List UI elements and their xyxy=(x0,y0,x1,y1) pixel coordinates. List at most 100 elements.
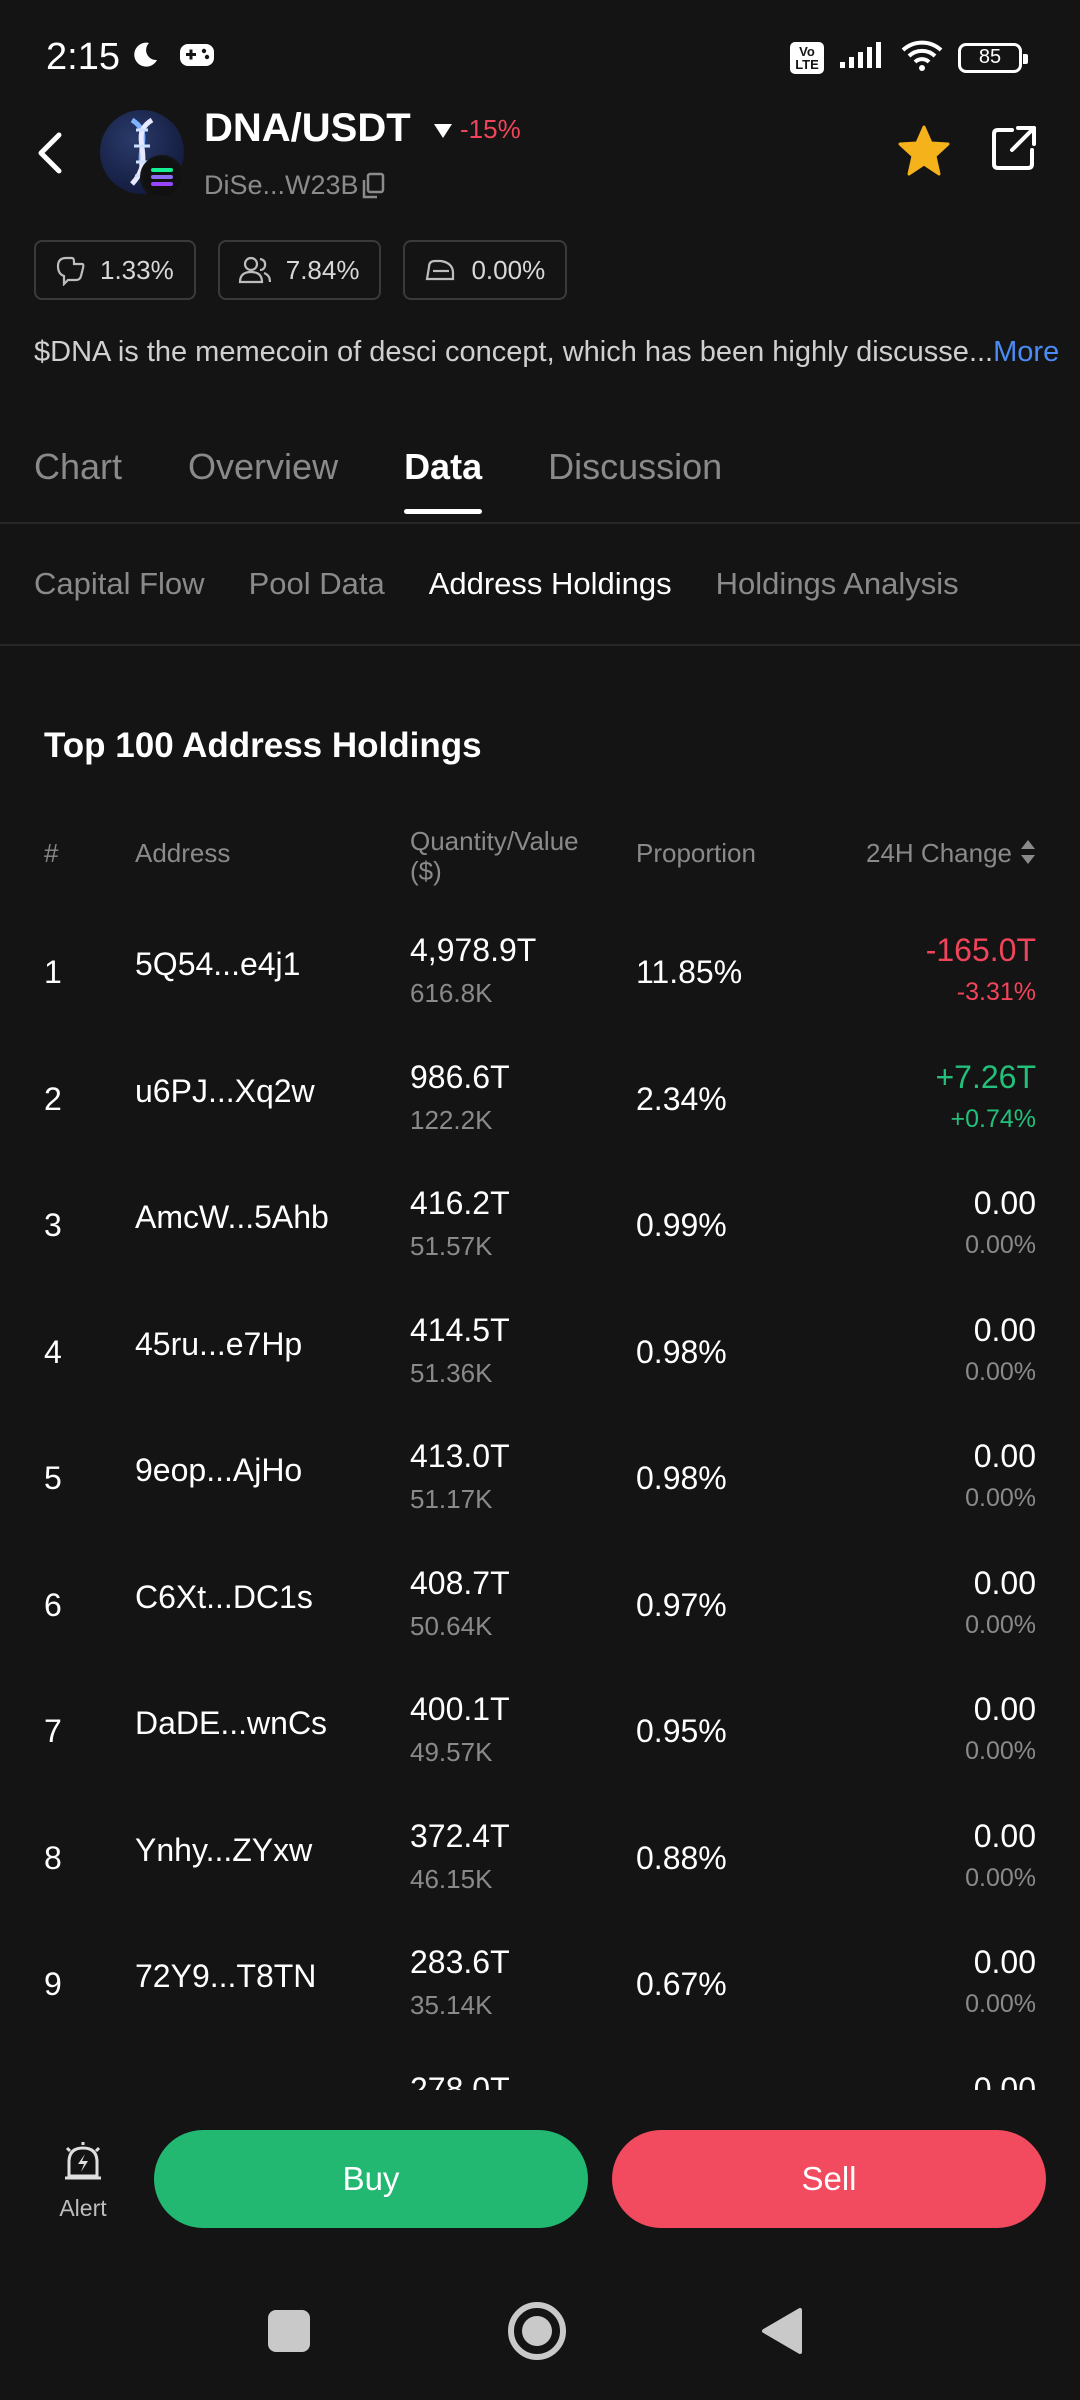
tab-chart[interactable]: Chart xyxy=(34,446,123,487)
row-change-pct: 0.00% xyxy=(965,1737,1036,1765)
row-proportion: 0.97% xyxy=(636,1586,727,1623)
subtab-capital-flow[interactable]: Capital Flow xyxy=(34,566,205,601)
row-value: 51.17K xyxy=(410,1484,493,1514)
row-quantity: 372.4T xyxy=(410,1817,510,1854)
stat-chips: 1.33% 7.84% 0.00% xyxy=(34,240,568,300)
subtab-holdings-analysis[interactable]: Holdings Analysis xyxy=(715,566,959,601)
chip-cap[interactable]: 0.00% xyxy=(403,240,568,300)
row-address: AmcW...5Ahb xyxy=(135,1199,329,1235)
row-quantity: 413.0T xyxy=(410,1438,510,1474)
wifi-icon xyxy=(900,38,944,77)
row-change: 0.00 xyxy=(973,1438,1036,1474)
alert-button[interactable]: Alert xyxy=(40,2140,126,2222)
gamepad-icon xyxy=(178,40,216,75)
table-row[interactable]: 7 DaDE...wnCs 400.1T 49.57K 0.95% 0.00 0.00% xyxy=(0,1665,1080,1791)
subtab-address-holdings[interactable]: Address Holdings xyxy=(428,566,672,601)
status-time: 2:15 xyxy=(46,36,120,78)
table-row[interactable]: 5 9eop...AjHo 413.0T 51.17K 0.98% 0.00 0.00% xyxy=(0,1412,1080,1538)
row-proportion: 2.34% xyxy=(636,1080,727,1117)
row-change-pct: 0.00% xyxy=(965,1990,1036,2018)
favorite-star-icon[interactable] xyxy=(896,124,952,183)
subtab-pool-data[interactable]: Pool Data xyxy=(248,566,385,601)
row-address: C6Xt...DC1s xyxy=(135,1578,313,1615)
more-link[interactable]: More xyxy=(993,336,1060,368)
top-holders-icon xyxy=(56,256,85,286)
row-quantity: 414.5T xyxy=(410,1311,510,1348)
alert-label: Alert xyxy=(59,2195,107,2221)
table-row[interactable]: 8 Ynhy...ZYxw 372.4T 46.15K 0.88% 0.00 0.00% xyxy=(0,1792,1080,1918)
holdings-table: 1 5Q54...e4j1 4,978.9T 616.8K 11.85% -165.0T -… xyxy=(0,906,1080,2090)
pair-title[interactable]: DNA/USDT xyxy=(204,106,411,150)
chip-value: 0.00% xyxy=(471,254,546,285)
row-quantity: 400.1T xyxy=(410,1691,510,1727)
caret-down-icon[interactable] xyxy=(432,122,454,145)
row-rank: 5 xyxy=(44,1460,62,1496)
row-change: 0.00 xyxy=(973,1944,1036,1980)
nav-back-icon[interactable] xyxy=(760,2306,804,2361)
contract-address: DiSe...W23B xyxy=(204,170,359,200)
signal-icon xyxy=(838,40,886,75)
row-rank: 7 xyxy=(44,1713,62,1749)
tab-overview[interactable]: Overview xyxy=(188,446,339,487)
tab-discussion[interactable]: Discussion xyxy=(548,446,723,487)
table-row[interactable]: 278.0T 0.00 xyxy=(0,2045,1080,2091)
row-change: 0.00 xyxy=(973,2070,1036,2091)
row-rank: 1 xyxy=(44,954,62,990)
home-icon[interactable] xyxy=(508,2302,566,2360)
volte-icon: Vo LTE xyxy=(790,41,824,74)
row-change-pct: 0.00% xyxy=(965,1610,1036,1639)
column-24h-change[interactable]: 24H Change xyxy=(866,838,1036,872)
row-rank: 9 xyxy=(44,1966,62,2002)
sell-button[interactable]: Sell xyxy=(612,2130,1046,2228)
section-title: Top 100 Address Holdings xyxy=(44,726,482,765)
solana-chain-icon xyxy=(140,155,184,199)
status-bar: 2:15 Vo LTE 85 xyxy=(0,0,1080,110)
column-quantity: Quantity/Value ($) xyxy=(410,826,579,886)
share-icon[interactable] xyxy=(990,124,1038,177)
column-quantity-unit: ($) xyxy=(410,856,442,886)
battery-icon: 85 xyxy=(958,42,1028,73)
row-address: 9eop...AjHo xyxy=(135,1452,303,1488)
back-button[interactable] xyxy=(28,128,72,178)
row-value: 35.14K xyxy=(410,1990,493,2020)
table-row[interactable]: 6 C6Xt...DC1s 408.7T 50.64K 0.97% 0.00 0.00% xyxy=(0,1539,1080,1665)
battery-level: 85 xyxy=(978,46,1002,68)
recents-icon[interactable] xyxy=(268,2310,310,2352)
column-quantity-label: Quantity/Value xyxy=(410,826,579,856)
table-row[interactable]: 1 5Q54...e4j1 4,978.9T 616.8K 11.85% -165.0T -… xyxy=(0,906,1080,1032)
buy-button[interactable]: Buy xyxy=(154,2130,588,2228)
row-value: 50.64K xyxy=(410,1610,493,1641)
tabs-divider xyxy=(0,522,1080,524)
table-row[interactable]: 3 AmcW...5Ahb 416.2T 51.57K 0.99% 0.00 0.00% xyxy=(0,1159,1080,1285)
copy-icon[interactable] xyxy=(360,172,386,205)
row-address: Ynhy...ZYxw xyxy=(135,1831,313,1868)
row-change-pct: 0.00% xyxy=(965,1357,1036,1386)
table-row[interactable]: 4 45ru...e7Hp 414.5T 51.36K 0.98% 0.00 0.00% xyxy=(0,1286,1080,1412)
row-proportion: 0.98% xyxy=(636,1460,727,1496)
table-row[interactable]: 2 u6PJ...Xq2w 986.6T 122.2K 2.34% +7.26T +0.74… xyxy=(0,1033,1080,1159)
chip-holders[interactable]: 7.84% xyxy=(217,240,382,300)
row-quantity: 278.0T xyxy=(410,2070,510,2091)
chip-value: 1.33% xyxy=(100,254,174,285)
main-tabs: Chart Overview Data Discussion xyxy=(34,446,722,514)
token-description: $DNA is the memecoin of desci concept, w… xyxy=(34,336,1064,369)
chip-top-holders[interactable]: 1.33% xyxy=(34,240,196,300)
row-change-pct: +0.74% xyxy=(950,1104,1037,1133)
tab-data[interactable]: Data xyxy=(404,446,483,514)
row-quantity: 4,978.9T xyxy=(410,932,537,968)
row-change: +7.26T xyxy=(935,1058,1036,1095)
price-change: -15% xyxy=(460,114,521,144)
table-row[interactable]: 9 72Y9...T8TN 283.6T 35.14K 0.67% 0.00 0.00% xyxy=(0,1918,1080,2044)
row-rank: 4 xyxy=(44,1333,62,1370)
row-value: 616.8K xyxy=(410,978,493,1008)
row-change-pct: 0.00% xyxy=(965,1863,1036,1892)
row-change-pct: -3.31% xyxy=(956,978,1036,1006)
row-address: 5Q54...e4j1 xyxy=(135,946,301,982)
row-value: 122.2K xyxy=(410,1104,493,1135)
row-value: 49.57K xyxy=(410,1737,493,1767)
row-quantity: 408.7T xyxy=(410,1564,510,1601)
row-quantity: 986.6T xyxy=(410,1058,510,1095)
column-24h-change-label: 24H Change xyxy=(866,838,1012,868)
sort-icon[interactable] xyxy=(1020,838,1036,872)
row-proportion: 0.99% xyxy=(636,1207,727,1243)
